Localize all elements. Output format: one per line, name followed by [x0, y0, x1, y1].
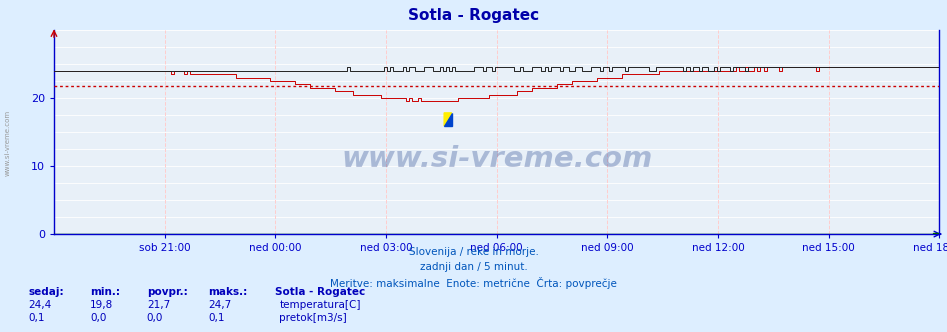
Text: www.si-vreme.com: www.si-vreme.com	[341, 144, 652, 173]
Text: 0,0: 0,0	[147, 313, 163, 323]
Text: 21,7: 21,7	[147, 300, 170, 310]
Text: maks.:: maks.:	[208, 288, 247, 297]
Text: www.si-vreme.com: www.si-vreme.com	[5, 110, 10, 176]
Text: Sotla - Rogatec: Sotla - Rogatec	[275, 288, 365, 297]
Text: 24,7: 24,7	[208, 300, 232, 310]
Text: pretok[m3/s]: pretok[m3/s]	[279, 313, 348, 323]
Text: zadnji dan / 5 minut.: zadnji dan / 5 minut.	[420, 262, 527, 272]
Text: min.:: min.:	[90, 288, 120, 297]
Text: 24,4: 24,4	[28, 300, 52, 310]
Text: temperatura[C]: temperatura[C]	[279, 300, 361, 310]
Text: Meritve: maksimalne  Enote: metrične  Črta: povprečje: Meritve: maksimalne Enote: metrične Črta…	[331, 277, 616, 289]
Text: Slovenija / reke in morje.: Slovenija / reke in morje.	[408, 247, 539, 257]
Text: povpr.:: povpr.:	[147, 288, 188, 297]
Text: 0,1: 0,1	[28, 313, 45, 323]
Text: sedaj:: sedaj:	[28, 288, 64, 297]
Text: 0,1: 0,1	[208, 313, 224, 323]
Text: Sotla - Rogatec: Sotla - Rogatec	[408, 8, 539, 23]
Text: 0,0: 0,0	[90, 313, 106, 323]
Text: 19,8: 19,8	[90, 300, 114, 310]
